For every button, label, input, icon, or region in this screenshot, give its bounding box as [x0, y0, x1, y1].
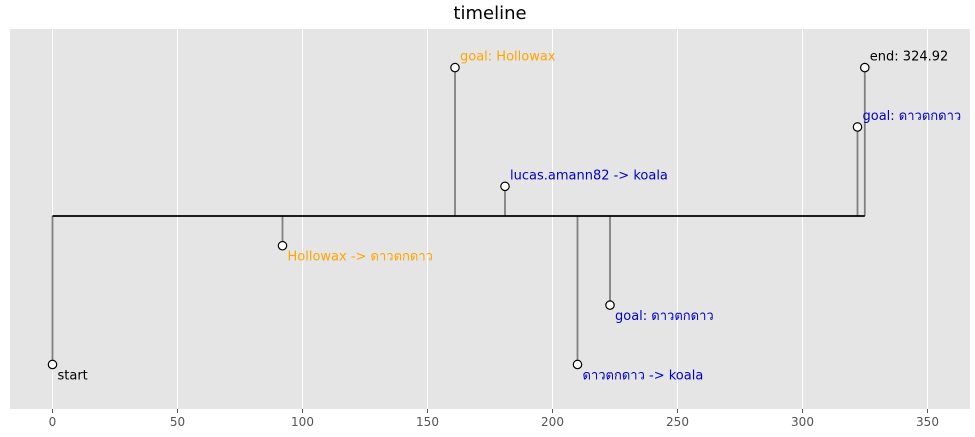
event-marker-7 [859, 62, 870, 73]
tick-label-350: 350 [916, 415, 939, 429]
event-marker-6 [852, 122, 863, 132]
gridlines [52, 29, 928, 409]
event-label-3: lucas.amann82 -> koala [510, 168, 668, 183]
tick-label-50: 50 [170, 415, 185, 429]
event-marker-4 [572, 359, 583, 370]
event-label-1: Hollowax -> ดาวตกดาว [288, 250, 433, 265]
event-label-5: goal: ดาวตกดาว [615, 309, 714, 324]
tick-label-200: 200 [541, 415, 564, 429]
tick-label-100: 100 [291, 415, 314, 429]
tick-label-300: 300 [791, 415, 814, 429]
event-label-0: start [58, 368, 88, 383]
event-labels: start Hollowax -> ดาวตกดาว goal: Hollowax l… [58, 50, 962, 384]
event-label-7: end: 324.92 [870, 50, 949, 65]
event-markers [47, 62, 870, 370]
event-marker-3 [500, 181, 510, 192]
tick-label-250: 250 [666, 415, 689, 429]
plot-area [10, 29, 970, 409]
event-label-2: goal: Hollowax [460, 50, 556, 65]
event-marker-5 [605, 300, 615, 310]
event-label-6: goal: ดาวตกดาว [863, 109, 962, 124]
event-marker-0 [47, 359, 58, 370]
event-marker-2 [450, 62, 460, 73]
event-label-4: ดาวตกดาว -> koala [583, 368, 704, 383]
x-axis-ticks: 0 50 100 150 200 250 300 350 [49, 409, 939, 429]
event-marker-1 [277, 240, 288, 251]
event-stems [51, 67, 866, 365]
chart-title: timeline [453, 3, 526, 24]
tick-label-0: 0 [49, 415, 57, 429]
tick-label-150: 150 [416, 415, 439, 429]
